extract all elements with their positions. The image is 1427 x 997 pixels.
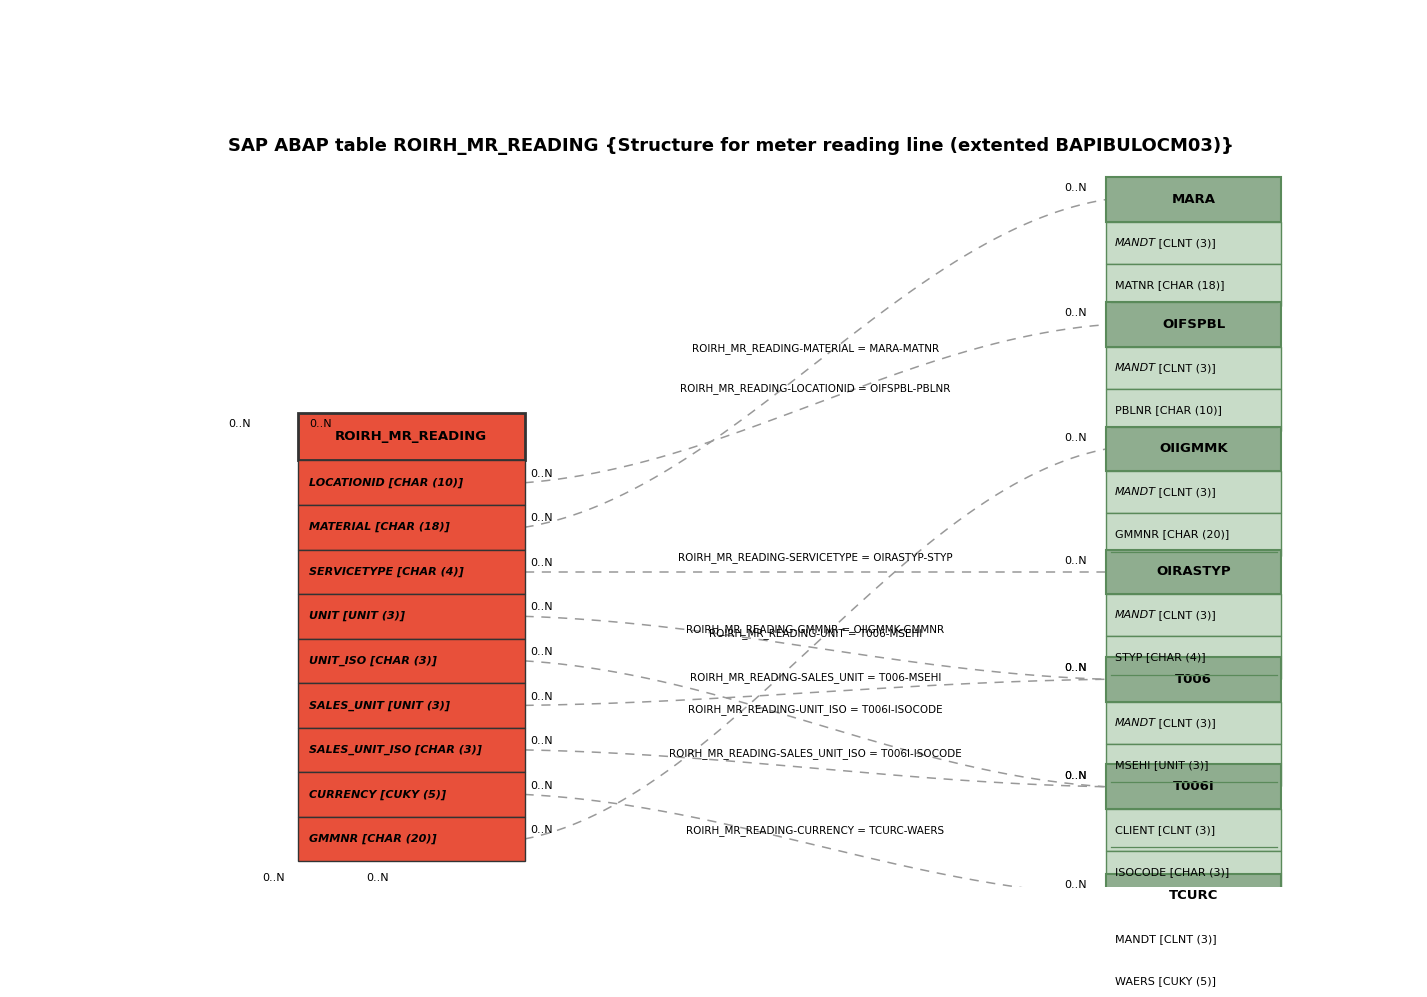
- Text: MANDT: MANDT: [1114, 718, 1156, 728]
- Text: PBLNR [CHAR (10)]: PBLNR [CHAR (10)]: [1114, 405, 1222, 415]
- FancyBboxPatch shape: [298, 639, 525, 683]
- FancyBboxPatch shape: [1106, 594, 1281, 636]
- FancyBboxPatch shape: [298, 683, 525, 728]
- Text: 0..N: 0..N: [529, 647, 552, 657]
- Text: T006I: T006I: [1173, 781, 1214, 794]
- Text: SALES_UNIT_ISO [CHAR (3)]: SALES_UNIT_ISO [CHAR (3)]: [308, 745, 482, 755]
- FancyBboxPatch shape: [298, 461, 525, 505]
- FancyBboxPatch shape: [1106, 873, 1281, 918]
- Text: ROIRH_MR_READING-SALES_UNIT = T006-MSEHI: ROIRH_MR_READING-SALES_UNIT = T006-MSEHI: [689, 672, 940, 683]
- Text: LOCATIONID [CHAR (10)]: LOCATIONID [CHAR (10)]: [308, 478, 462, 488]
- FancyBboxPatch shape: [1106, 657, 1281, 702]
- FancyBboxPatch shape: [1106, 636, 1281, 679]
- Text: 0..N: 0..N: [1065, 663, 1087, 673]
- FancyBboxPatch shape: [298, 505, 525, 549]
- Text: 0..N: 0..N: [1065, 183, 1087, 193]
- Text: [CLNT (3)]: [CLNT (3)]: [1154, 363, 1216, 373]
- Text: 0..N: 0..N: [1065, 663, 1087, 673]
- Text: MATERIAL [CHAR (18)]: MATERIAL [CHAR (18)]: [308, 522, 450, 532]
- FancyBboxPatch shape: [1106, 264, 1281, 306]
- FancyBboxPatch shape: [1106, 221, 1281, 264]
- Text: ISOCODE [CHAR (3)]: ISOCODE [CHAR (3)]: [1114, 867, 1229, 877]
- Text: [CLNT (3)]: [CLNT (3)]: [1154, 610, 1216, 620]
- Text: GMMNR [CHAR (20)]: GMMNR [CHAR (20)]: [1114, 529, 1229, 539]
- Text: ROIRH_MR_READING-MATERIAL = MARA-MATNR: ROIRH_MR_READING-MATERIAL = MARA-MATNR: [692, 343, 939, 354]
- Text: UNIT [UNIT (3)]: UNIT [UNIT (3)]: [308, 611, 405, 621]
- FancyBboxPatch shape: [298, 549, 525, 594]
- Text: 0..N: 0..N: [228, 419, 251, 429]
- Text: CLIENT [CLNT (3)]: CLIENT [CLNT (3)]: [1114, 826, 1216, 835]
- Text: ROIRH_MR_READING-SALES_UNIT_ISO = T006I-ISOCODE: ROIRH_MR_READING-SALES_UNIT_ISO = T006I-…: [669, 748, 962, 759]
- Text: 0..N: 0..N: [263, 872, 284, 882]
- Text: MSEHI [UNIT (3)]: MSEHI [UNIT (3)]: [1114, 760, 1209, 770]
- FancyBboxPatch shape: [1106, 809, 1281, 851]
- FancyBboxPatch shape: [1106, 177, 1281, 221]
- Text: 0..N: 0..N: [1065, 555, 1087, 565]
- Text: 0..N: 0..N: [1065, 308, 1087, 318]
- Text: MANDT: MANDT: [1114, 238, 1156, 248]
- Text: T006: T006: [1176, 673, 1212, 686]
- Text: [CLNT (3)]: [CLNT (3)]: [1154, 238, 1216, 248]
- Text: 0..N: 0..N: [529, 736, 552, 746]
- Text: 0..N: 0..N: [529, 602, 552, 612]
- Text: MARA: MARA: [1172, 193, 1216, 206]
- Text: UNIT_ISO [CHAR (3)]: UNIT_ISO [CHAR (3)]: [308, 656, 437, 666]
- Text: 0..N: 0..N: [1065, 433, 1087, 443]
- Text: 0..N: 0..N: [365, 872, 388, 882]
- Text: GMMNR [CHAR (20)]: GMMNR [CHAR (20)]: [308, 833, 437, 844]
- FancyBboxPatch shape: [1106, 302, 1281, 347]
- Text: TCURC: TCURC: [1169, 889, 1219, 902]
- Text: 0..N: 0..N: [1065, 771, 1087, 781]
- Text: ROIRH_MR_READING: ROIRH_MR_READING: [335, 430, 487, 444]
- FancyBboxPatch shape: [1106, 427, 1281, 472]
- Text: 0..N: 0..N: [308, 419, 331, 429]
- Text: 0..N: 0..N: [529, 513, 552, 523]
- Text: SERVICETYPE [CHAR (4)]: SERVICETYPE [CHAR (4)]: [308, 566, 464, 577]
- FancyBboxPatch shape: [1106, 851, 1281, 893]
- Text: [CLNT (3)]: [CLNT (3)]: [1154, 488, 1216, 498]
- FancyBboxPatch shape: [1106, 549, 1281, 594]
- FancyBboxPatch shape: [1106, 744, 1281, 786]
- FancyBboxPatch shape: [1106, 918, 1281, 960]
- Text: MANDT: MANDT: [1114, 363, 1156, 373]
- FancyBboxPatch shape: [1106, 702, 1281, 744]
- FancyBboxPatch shape: [1106, 765, 1281, 809]
- Text: 0..N: 0..N: [529, 558, 552, 568]
- Text: ROIRH_MR_READING-UNIT_ISO = T006I-ISOCODE: ROIRH_MR_READING-UNIT_ISO = T006I-ISOCOD…: [688, 704, 943, 715]
- Text: [CLNT (3)]: [CLNT (3)]: [1154, 718, 1216, 728]
- Text: 0..N: 0..N: [529, 692, 552, 702]
- Text: OIIGMMK: OIIGMMK: [1159, 443, 1227, 456]
- Text: MANDT: MANDT: [1114, 488, 1156, 498]
- FancyBboxPatch shape: [298, 817, 525, 861]
- FancyBboxPatch shape: [298, 413, 525, 461]
- Text: OIFSPBL: OIFSPBL: [1162, 318, 1226, 331]
- Text: CURRENCY [CUKY (5)]: CURRENCY [CUKY (5)]: [308, 790, 447, 800]
- Text: 0..N: 0..N: [529, 826, 552, 835]
- Text: SALES_UNIT [UNIT (3)]: SALES_UNIT [UNIT (3)]: [308, 700, 450, 711]
- FancyBboxPatch shape: [1106, 513, 1281, 555]
- FancyBboxPatch shape: [1106, 960, 1281, 997]
- Text: 0..N: 0..N: [529, 469, 552, 479]
- FancyBboxPatch shape: [298, 594, 525, 639]
- FancyBboxPatch shape: [1106, 347, 1281, 389]
- FancyBboxPatch shape: [1106, 389, 1281, 432]
- Text: OIRASTYP: OIRASTYP: [1156, 565, 1232, 578]
- Text: ROIRH_MR_READING-CURRENCY = TCURC-WAERS: ROIRH_MR_READING-CURRENCY = TCURC-WAERS: [686, 825, 945, 835]
- Text: WAERS [CUKY (5)]: WAERS [CUKY (5)]: [1114, 976, 1216, 986]
- Text: ROIRH_MR_READING-LOCATIONID = OIFSPBL-PBLNR: ROIRH_MR_READING-LOCATIONID = OIFSPBL-PB…: [681, 384, 950, 395]
- Text: 0..N: 0..N: [1065, 879, 1087, 889]
- Text: SAP ABAP table ROIRH_MR_READING {Structure for meter reading line (extented BAPI: SAP ABAP table ROIRH_MR_READING {Structu…: [228, 137, 1234, 155]
- Text: MANDT [CLNT (3)]: MANDT [CLNT (3)]: [1114, 934, 1217, 944]
- Text: ROIRH_MR_READING-UNIT = T006-MSEHI: ROIRH_MR_READING-UNIT = T006-MSEHI: [709, 628, 922, 639]
- Text: 0..N: 0..N: [529, 781, 552, 791]
- Text: 0..N: 0..N: [1065, 771, 1087, 781]
- Text: STYP [CHAR (4)]: STYP [CHAR (4)]: [1114, 652, 1206, 662]
- Text: ROIRH_MR_READING-SERVICETYPE = OIRASTYP-STYP: ROIRH_MR_READING-SERVICETYPE = OIRASTYP-…: [678, 551, 953, 562]
- FancyBboxPatch shape: [298, 772, 525, 817]
- FancyBboxPatch shape: [1106, 472, 1281, 513]
- FancyBboxPatch shape: [298, 728, 525, 772]
- Text: MANDT: MANDT: [1114, 610, 1156, 620]
- Text: MATNR [CHAR (18)]: MATNR [CHAR (18)]: [1114, 280, 1224, 290]
- Text: ROIRH_MR_READING-GMMNR = OIIGMMK-GMMNR: ROIRH_MR_READING-GMMNR = OIIGMMK-GMMNR: [686, 624, 945, 635]
